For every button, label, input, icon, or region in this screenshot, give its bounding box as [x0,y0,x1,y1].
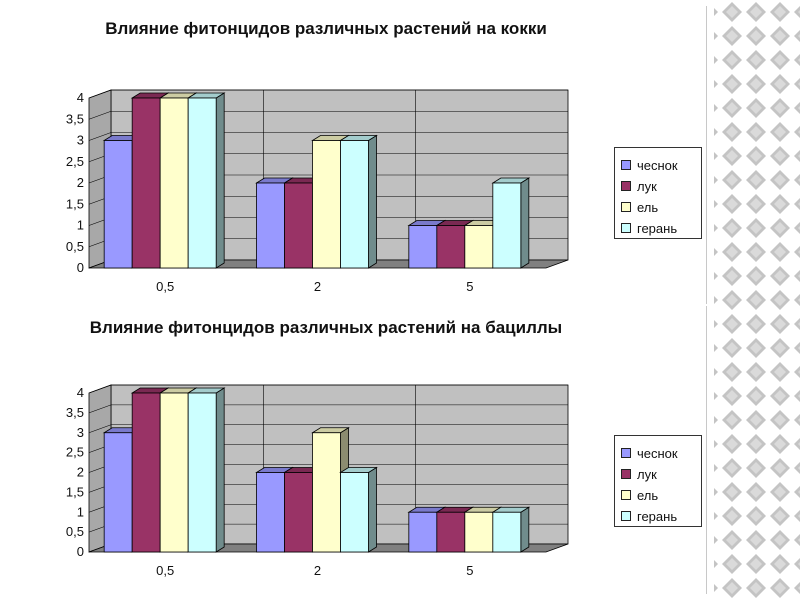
bar [187,392,217,553]
x-tick-label: 2 [314,563,321,578]
legend-item-geranium: герань [621,217,695,238]
legend-label: герань [637,221,678,237]
y-tick-label: 3 [77,133,84,148]
x-tick-label: 5 [466,279,473,294]
bar [284,182,313,269]
bar [464,511,494,553]
bar [159,97,189,269]
y-tick-label: 1,5 [66,484,84,499]
bar-side [520,506,530,553]
legend-item-onion: лук [621,175,695,196]
legend-label: лук [637,179,657,195]
legend-item-onion: лук [621,463,695,484]
bar [284,472,313,553]
legend-label: лук [637,467,657,483]
bar-side [215,92,225,269]
y-tick-label: 3,5 [66,111,84,126]
legend-label: чеснок [637,158,678,174]
legend-item-spruce: ель [621,484,695,505]
bar-chart-bacilli: 0 0,5 1 1,5 2 2,5 3 3,5 4 0,5 2 5 [66,384,569,578]
x-tick-label: 5 [466,563,473,578]
bar [159,392,189,553]
bar-side [368,134,377,269]
y-tick-label: 1 [77,218,84,233]
chart-legend: чеснок лук ель герань [614,435,702,527]
legend-swatch [621,510,631,521]
y-tick-label: 0 [77,260,84,275]
bar [340,140,369,269]
bar [436,225,466,269]
y-tick-label: 3 [77,425,84,440]
bar [103,432,133,553]
legend-swatch [621,201,631,212]
chart-panel-bacilli: 0 0,5 1 1,5 2 2,5 3 3,5 4 0,5 2 5 Влияние фитонцидо… [6,306,707,594]
bar-side [520,177,530,269]
legend-swatch [621,468,631,479]
legend-item-garlic: чеснок [621,442,695,463]
y-tick-label: 2 [77,175,84,190]
bar-chart-cocci: 0 0,5 1 1,5 2 2,5 3 3,5 4 0,5 2 5 [66,89,569,294]
legend-swatch [621,447,631,458]
bar [256,182,285,269]
y-tick-label: 0,5 [66,524,84,539]
bar [103,140,133,269]
chart-legend: чеснок лук ель герань [614,147,702,239]
legend-swatch [621,180,631,191]
bar [340,472,369,553]
legend-label: герань [637,509,678,525]
x-tick-label: 2 [314,279,321,294]
y-tick-label: 2,5 [66,154,84,169]
chart-title: Влияние фитонцидов различных растений на… [105,19,547,38]
chart-panel-cocci: 0 0,5 1 1,5 2 2,5 3 3,5 4 0,5 2 5 Влияние фитонцидо… [6,6,707,304]
legend-swatch [621,222,631,233]
bar [436,511,466,553]
x-tick-label: 0,5 [156,279,174,294]
bar [408,511,438,553]
bar [187,97,217,269]
legend-swatch [621,489,631,500]
y-tick-label: 3,5 [66,405,84,420]
legend-item-spruce: ель [621,196,695,217]
chart-title: Влияние фитонцидов различных растений на… [89,318,563,337]
y-tick-label: 0,5 [66,239,84,254]
legend-label: ель [637,200,659,216]
bar [131,97,161,269]
bar [492,182,522,269]
legend-item-garlic: чеснок [621,154,695,175]
bar [492,511,522,553]
y-tick-label: 4 [77,90,84,105]
y-tick-label: 0 [77,544,84,559]
bar [312,432,341,553]
y-tick-label: 1 [77,504,84,519]
bar-side [368,466,377,553]
legend-item-geranium: герань [621,505,695,526]
bar [464,225,494,269]
y-tick-label: 2 [77,465,84,480]
y-tick-label: 2,5 [66,445,84,460]
x-tick-label: 0,5 [156,563,174,578]
bar [256,472,285,553]
y-tick-label: 4 [77,385,84,400]
bar [312,140,341,269]
bar [131,392,161,553]
legend-swatch [621,159,631,170]
y-tick-label: 1,5 [66,196,84,211]
bar [408,225,438,269]
bar-side [215,387,225,553]
legend-label: чеснок [637,446,678,462]
legend-label: ель [637,488,659,504]
